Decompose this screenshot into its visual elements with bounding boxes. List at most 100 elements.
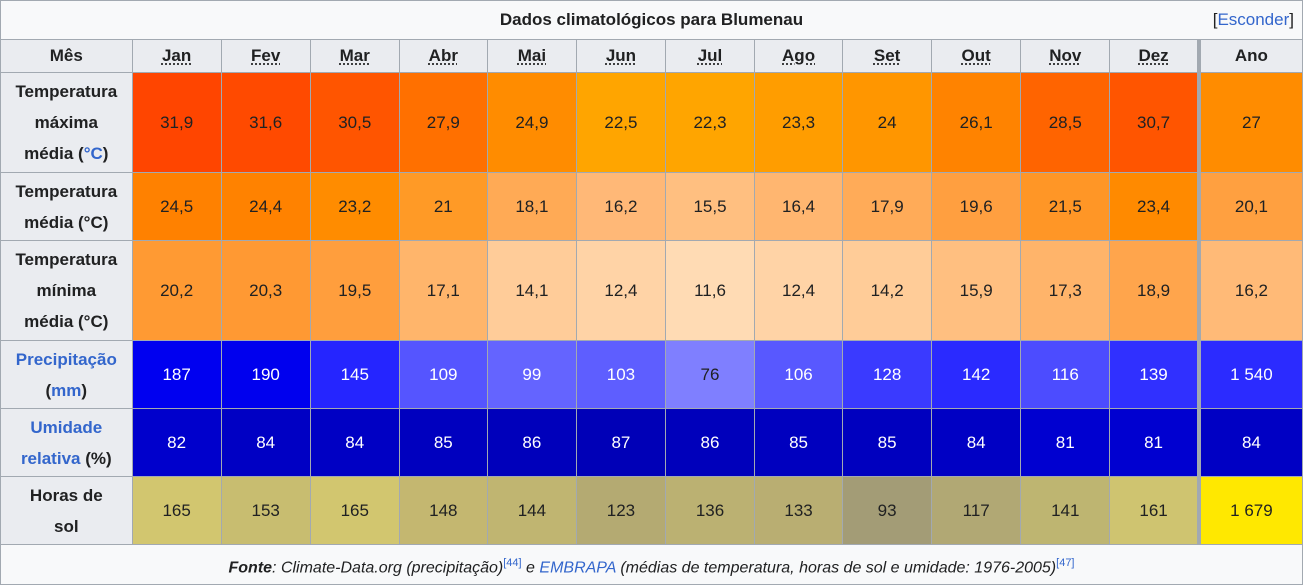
value-cell: 87 — [575, 408, 666, 477]
value-cell: 84 — [309, 408, 400, 477]
unit-link[interactable]: relativa — [20, 448, 81, 468]
header-month-3[interactable]: Mar — [309, 40, 400, 73]
value-cell: 26,1 — [931, 72, 1022, 173]
caption-bar: Dados climatológicos para Blumenau [Esco… — [1, 1, 1302, 40]
value-cell: 82 — [131, 408, 222, 477]
header-month-12[interactable]: Dez — [1109, 40, 1200, 73]
month-abbr: Nov — [1049, 46, 1082, 65]
ref-44[interactable]: [44] — [503, 557, 522, 569]
value-cell: 190 — [220, 340, 311, 409]
value-cell: 22,3 — [664, 72, 756, 173]
value-cell: 93 — [842, 476, 933, 545]
value-cell: 16,2 — [575, 172, 666, 241]
row-label-link[interactable]: Precipitação — [15, 349, 117, 369]
row-label-tavg: Temperatura média (°C) — [1, 172, 133, 241]
value-cell: 85 — [842, 408, 933, 477]
value-cell: 165 — [131, 476, 222, 545]
value-cell: 14,2 — [842, 240, 933, 341]
annual-cell: 16,2 — [1196, 240, 1302, 341]
month-abbr: Jan — [161, 46, 192, 65]
value-cell: 15,9 — [931, 240, 1022, 341]
value-cell: 76 — [664, 340, 756, 409]
value-cell: 30,5 — [309, 72, 400, 173]
value-cell: 28,5 — [1020, 72, 1111, 173]
row-hum: Umidade relativa (%) 82 84 84 85 86 87 86 85 85 84 8… — [1, 408, 1302, 477]
toggle-bracket-open: [ — [1212, 10, 1218, 29]
annual-cell: 27 — [1196, 72, 1302, 173]
value-cell: 19,5 — [309, 240, 400, 341]
value-cell: 31,6 — [220, 72, 311, 173]
annual-cell: 1 679 — [1196, 476, 1302, 545]
value-cell: 86 — [664, 408, 756, 477]
hide-button[interactable]: Esconder — [1217, 10, 1290, 29]
row-tmin: Temperatura mínima média (°C) 20,2 20,3 19,5 1… — [1, 240, 1302, 341]
value-cell: 19,6 — [931, 172, 1022, 241]
header-month-6[interactable]: Jun — [575, 40, 666, 73]
value-cell: 23,2 — [309, 172, 400, 241]
value-cell: 123 — [575, 476, 666, 545]
row-label-text: média (°C) — [24, 212, 109, 232]
header-month-11[interactable]: Nov — [1020, 40, 1111, 73]
row-label-suffix: (%) — [80, 448, 112, 468]
header-month-4[interactable]: Abr — [398, 40, 488, 73]
value-cell: 20,3 — [220, 240, 311, 341]
value-cell: 142 — [931, 340, 1022, 409]
annual-cell: 1 540 — [1196, 340, 1302, 409]
header-month-7[interactable]: Jul — [664, 40, 756, 73]
value-cell: 15,5 — [664, 172, 756, 241]
annual-cell: 84 — [1196, 408, 1302, 477]
source-part-3: (médias de temperatura, horas de sol e u… — [615, 559, 1057, 577]
row-tavg: Temperatura média (°C) 24,5 24,4 23,2 21 18,1 1… — [1, 172, 1302, 241]
value-cell: 109 — [398, 340, 488, 409]
row-label-text: sol — [54, 516, 79, 536]
toggle-bracket-close: ] — [1289, 10, 1294, 29]
value-cell: 23,4 — [1109, 172, 1200, 241]
row-label-text: média ( — [24, 144, 84, 163]
value-cell: 12,4 — [575, 240, 666, 341]
header-month-5[interactable]: Mai — [486, 40, 577, 73]
value-cell: 99 — [486, 340, 577, 409]
value-cell: 84 — [931, 408, 1022, 477]
hide-toggle: [Esconder] — [1213, 1, 1294, 39]
embrapa-link[interactable]: EMBRAPA — [539, 559, 616, 577]
value-cell: 17,1 — [398, 240, 488, 341]
source-footer: Fonte: Climate-Data.org (precipitação)[4… — [1, 545, 1302, 581]
row-label-text: média (°C) — [24, 312, 109, 331]
row-label-text: ( — [45, 380, 52, 400]
value-cell: 17,3 — [1020, 240, 1111, 341]
header-month-8[interactable]: Ago — [754, 40, 844, 73]
row-label-line: Temperatura — [15, 82, 118, 101]
value-cell: 23,3 — [754, 72, 844, 173]
row-label-line: mínima — [36, 281, 97, 300]
annual-cell: 20,1 — [1196, 172, 1302, 241]
table-caption: Dados climatológicos para Blumenau — [499, 10, 804, 29]
value-cell: 84 — [220, 408, 311, 477]
value-cell: 86 — [486, 408, 577, 477]
value-cell: 24,9 — [486, 72, 577, 173]
row-label-link[interactable]: Umidade — [30, 417, 103, 437]
value-cell: 144 — [486, 476, 577, 545]
value-cell: 16,4 — [754, 172, 844, 241]
value-cell: 22,5 — [575, 72, 666, 173]
month-abbr: Dez — [1138, 46, 1169, 65]
unit-link[interactable]: mm — [51, 380, 82, 400]
unit-link[interactable]: °C — [83, 144, 103, 163]
value-cell: 14,1 — [486, 240, 577, 341]
value-cell: 85 — [398, 408, 488, 477]
ref-47[interactable]: [47] — [1056, 557, 1075, 569]
value-cell: 187 — [131, 340, 222, 409]
row-label-line: máxima — [34, 113, 98, 132]
source-label: Fonte — [228, 559, 273, 577]
header-month-2[interactable]: Fev — [220, 40, 311, 73]
value-cell: 85 — [754, 408, 844, 477]
value-cell: 17,9 — [842, 172, 933, 241]
row-label-line: Temperatura — [15, 181, 118, 201]
header-month-9[interactable]: Set — [842, 40, 933, 73]
value-cell: 128 — [842, 340, 933, 409]
value-cell: 81 — [1020, 408, 1111, 477]
value-cell: 133 — [754, 476, 844, 545]
month-abbr: Jun — [605, 46, 637, 65]
header-month-10[interactable]: Out — [931, 40, 1022, 73]
header-month-1[interactable]: Jan — [131, 40, 222, 73]
